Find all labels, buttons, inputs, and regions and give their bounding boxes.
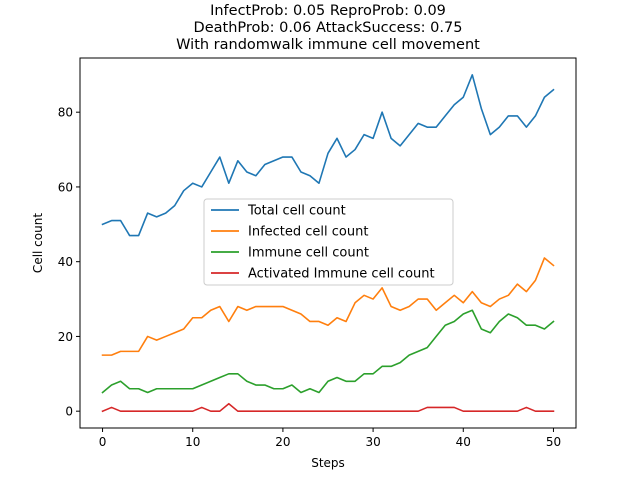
x-tick-label: 50 — [546, 435, 561, 449]
x-tick-label: 20 — [275, 435, 290, 449]
x-tick-label: 30 — [365, 435, 380, 449]
plot-frame — [79, 57, 577, 429]
series-layer — [101, 74, 555, 413]
title-line-2: DeathProb: 0.06 AttackSuccess: 0.75 — [194, 20, 463, 36]
title-line-3: With randomwalk immune cell movement — [176, 37, 480, 53]
legend-box — [203, 198, 454, 286]
x-axis: 0 10 20 30 40 50 — [99, 428, 561, 449]
series-line-2 — [101, 309, 555, 394]
x-tick-label: 0 — [99, 435, 107, 449]
legend-label-2: Immune cell count — [248, 246, 369, 261]
x-axis-label: Steps — [311, 456, 345, 470]
x-tick-label: 40 — [456, 435, 471, 449]
chart-title: InfectProb: 0.05 ReproProb: 0.09 DeathPr… — [176, 3, 480, 53]
y-tick-label: 60 — [58, 180, 73, 194]
legend: Total cell count Infected cell count Immun… — [203, 198, 454, 286]
y-tick-label: 40 — [58, 255, 73, 269]
legend-label-0: Total cell count — [247, 204, 346, 219]
series-line-1 — [101, 257, 555, 356]
y-tick-label: 0 — [65, 405, 73, 419]
legend-label-3: Activated Immune cell count — [248, 267, 435, 282]
y-tick-label: 80 — [58, 106, 73, 120]
legend-label-1: Infected cell count — [248, 225, 368, 240]
title-line-1: InfectProb: 0.05 ReproProb: 0.09 — [210, 3, 446, 19]
series-line-0 — [101, 74, 555, 237]
y-axis-label: Cell count — [31, 213, 45, 273]
x-tick-label: 10 — [185, 435, 200, 449]
series-line-3 — [101, 402, 555, 413]
y-tick-label: 20 — [58, 330, 73, 344]
y-axis: 0 20 40 60 80 — [58, 106, 80, 419]
